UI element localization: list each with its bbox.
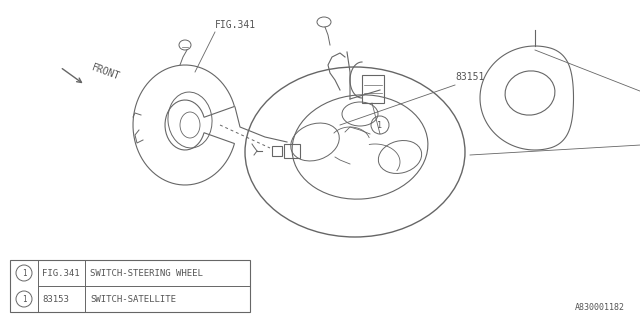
Text: SWITCH-STEERING WHEEL: SWITCH-STEERING WHEEL xyxy=(90,268,203,277)
Text: 83151: 83151 xyxy=(455,72,484,82)
Bar xyxy=(284,144,300,158)
Bar xyxy=(362,75,384,103)
Text: SWITCH-SATELLITE: SWITCH-SATELLITE xyxy=(90,294,176,303)
Text: 83153: 83153 xyxy=(42,294,69,303)
Text: A830001182: A830001182 xyxy=(575,303,625,312)
Bar xyxy=(10,260,250,312)
Text: 1: 1 xyxy=(22,294,26,303)
Text: FRONT: FRONT xyxy=(90,62,121,82)
Text: FIG.341: FIG.341 xyxy=(215,20,256,30)
Text: 1: 1 xyxy=(22,268,26,277)
Text: 1: 1 xyxy=(378,121,383,130)
Bar xyxy=(272,146,282,156)
Text: FIG.341: FIG.341 xyxy=(42,268,79,277)
